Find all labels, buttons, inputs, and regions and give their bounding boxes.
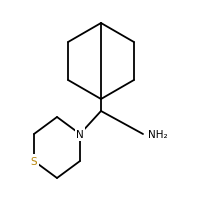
Text: NH₂: NH₂ [147,129,167,139]
Text: S: S [31,156,37,166]
Text: N: N [76,129,83,139]
